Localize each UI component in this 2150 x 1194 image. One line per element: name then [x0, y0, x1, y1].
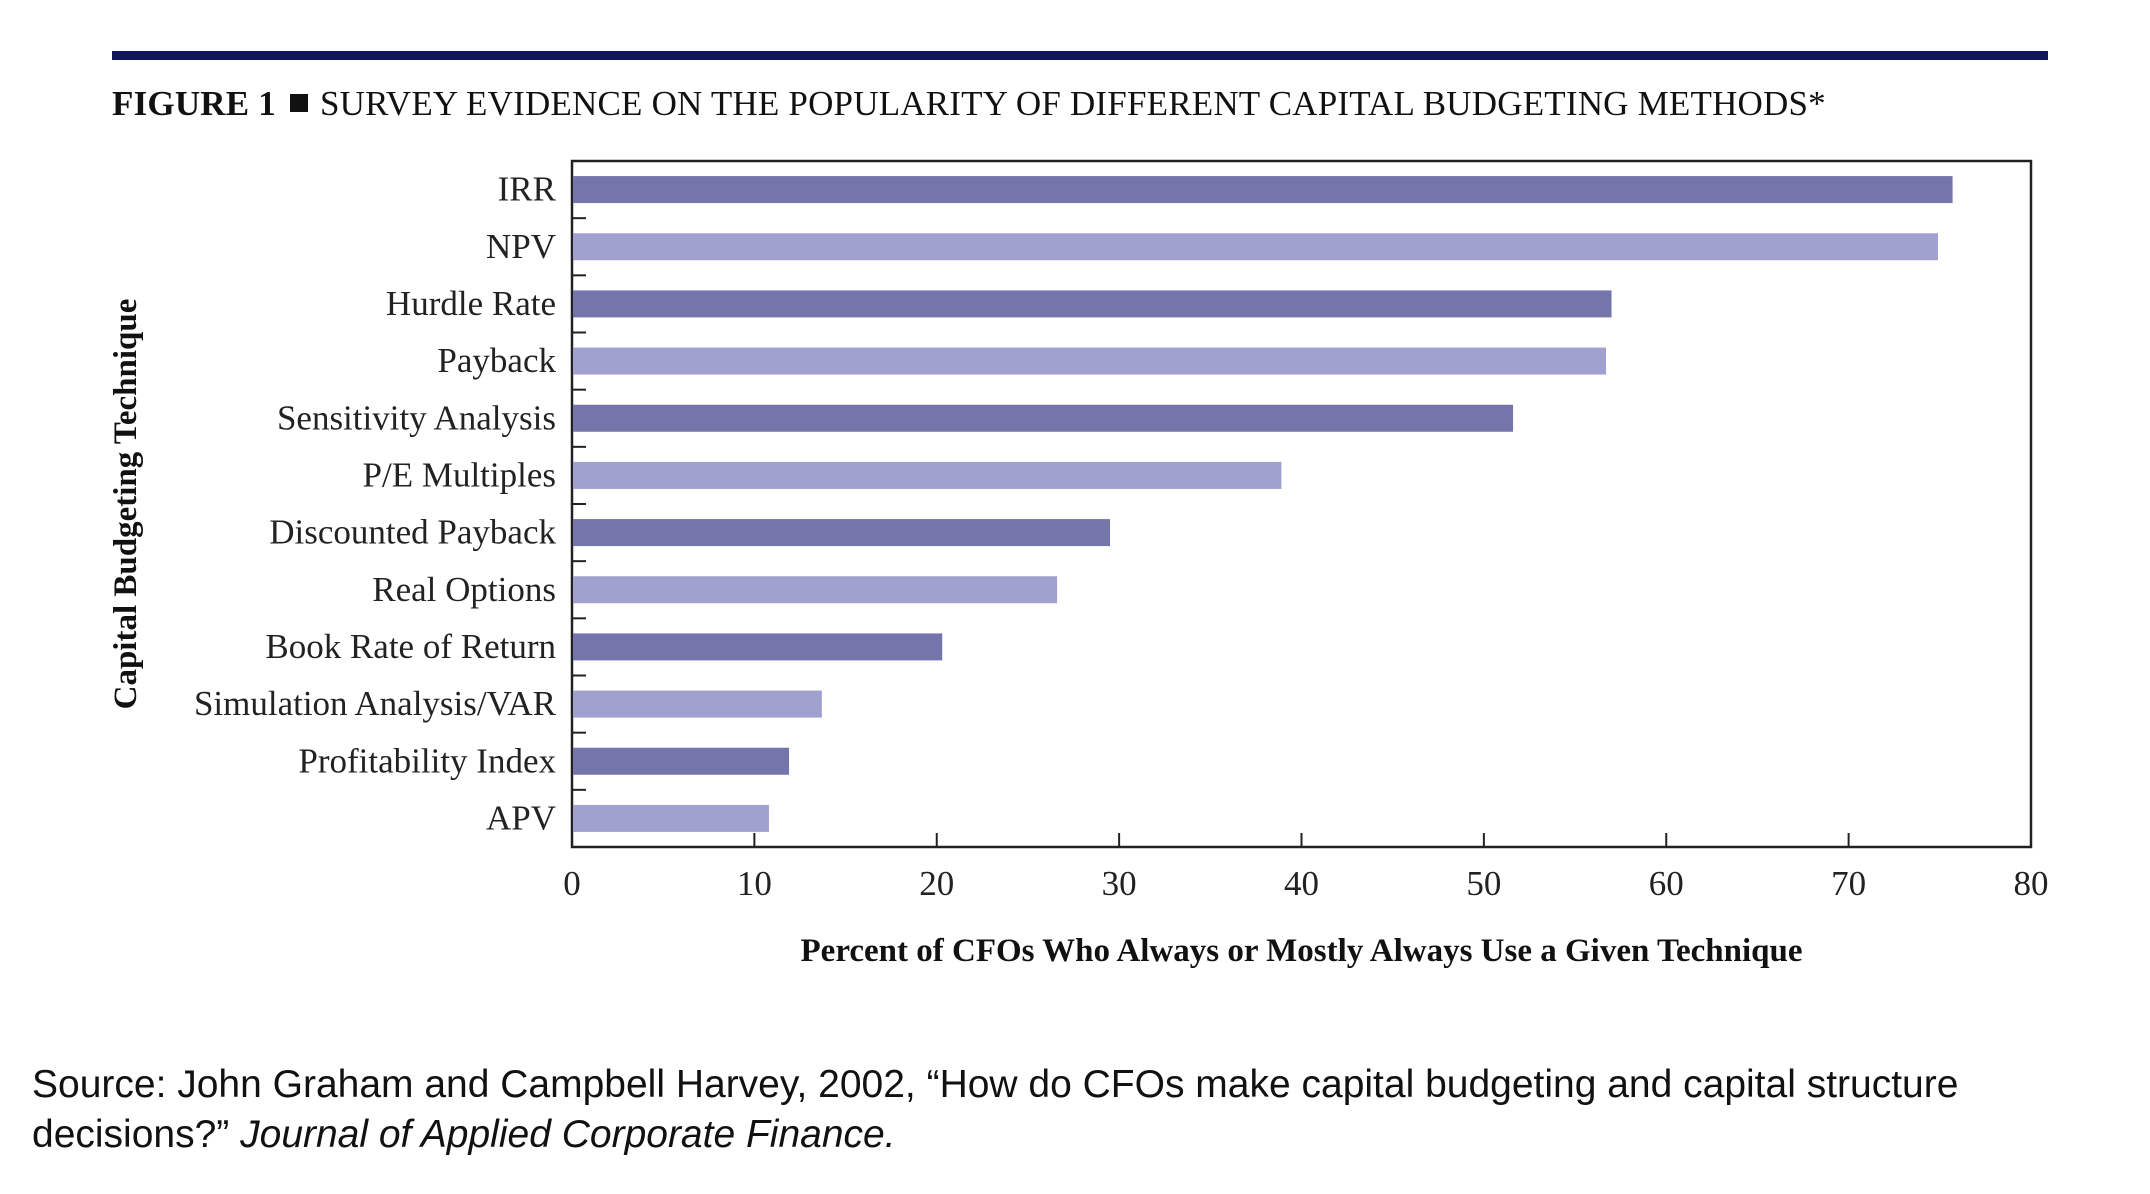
category-label: Discounted Payback: [269, 513, 556, 552]
bar: [573, 233, 1938, 261]
figure-title: FIGURE 1 SURVEY EVIDENCE ON THE POPULARIT…: [112, 84, 1826, 124]
x-tick-label: 40: [1284, 864, 1319, 903]
bar: [573, 576, 1058, 604]
category-label: Simulation Analysis/VAR: [194, 684, 557, 723]
x-tick-label: 0: [563, 864, 581, 903]
category-label: P/E Multiples: [363, 455, 557, 494]
category-label: Hurdle Rate: [386, 284, 556, 323]
y-axis-label: Capital Budgeting Technique: [108, 299, 144, 710]
category-label: Profitability Index: [298, 741, 556, 780]
x-tick-label: 60: [1649, 864, 1684, 903]
category-label: Payback: [437, 341, 556, 380]
x-tick-label: 10: [737, 864, 772, 903]
bar: [573, 690, 822, 718]
category-label: Real Options: [372, 570, 556, 609]
figure-title-text: SURVEY EVIDENCE ON THE POPULARITY OF DIF…: [319, 84, 1826, 123]
bar: [573, 633, 943, 661]
category-label: NPV: [486, 227, 556, 266]
bar: [573, 347, 1607, 375]
bar: [573, 461, 1282, 489]
bar: [573, 804, 769, 832]
journal-name: Journal of Applied Corporate Finance.: [240, 1113, 896, 1156]
source-text: Source: John Graham and Campbell Harvey,…: [32, 1063, 1959, 1156]
x-axis-label: Percent of CFOs Who Always or Mostly Alw…: [801, 933, 1803, 969]
x-tick-label: 70: [1831, 864, 1866, 903]
bar: [573, 519, 1111, 547]
category-label: APV: [486, 798, 556, 837]
bar: [573, 404, 1514, 432]
category-label: IRR: [498, 170, 557, 209]
x-tick-label: 30: [1102, 864, 1137, 903]
bar: [573, 290, 1612, 318]
x-tick-label: 50: [1466, 864, 1501, 903]
top-rule: [112, 51, 2048, 60]
x-tick-label: 80: [2014, 864, 2049, 903]
source-citation: Source: John Graham and Campbell Harvey,…: [32, 1060, 2132, 1160]
plot-frame: [570, 159, 2033, 849]
bar: [573, 747, 790, 775]
x-tick-label: 20: [919, 864, 954, 903]
category-label: Sensitivity Analysis: [277, 398, 556, 437]
figure-label: FIGURE 1: [112, 84, 276, 123]
bar: [573, 176, 1953, 204]
square-bullet-icon: [289, 94, 308, 112]
category-label: Book Rate of Return: [265, 627, 556, 666]
